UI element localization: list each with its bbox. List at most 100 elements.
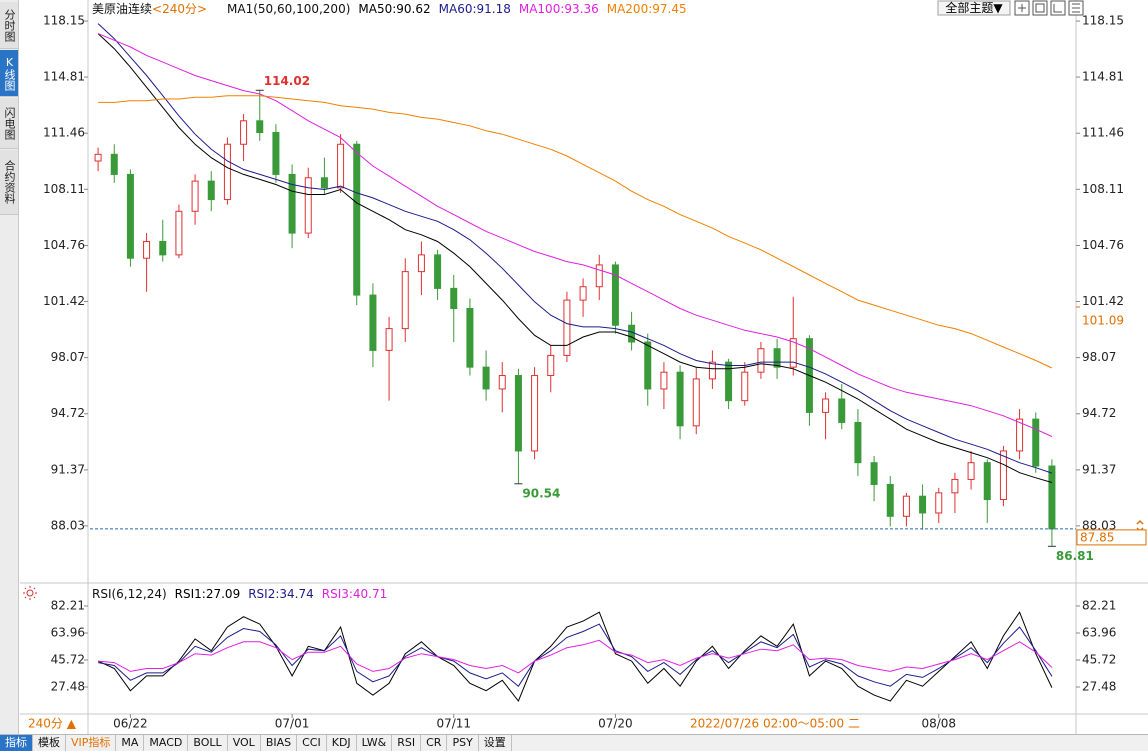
bottom-tab[interactable]: KDJ <box>327 735 357 751</box>
y-tick-label: 114.81 <box>43 70 85 84</box>
candle-body <box>191 180 199 212</box>
bottom-tab[interactable]: MACD <box>144 735 189 751</box>
candle-body <box>967 462 975 480</box>
legend-entry: MA200:97.45 <box>607 2 687 16</box>
y-tick-label: 94.72 <box>51 406 85 420</box>
candle-body <box>175 210 183 256</box>
candle-body <box>611 264 619 326</box>
series-line <box>98 639 1053 674</box>
y-tick-label: 108.11 <box>1082 182 1124 196</box>
x-tick-label: 06/22 <box>113 717 148 731</box>
legend-entry: MA50:90.62 <box>358 2 430 16</box>
candle-body <box>434 254 442 289</box>
candle-body <box>838 398 846 423</box>
y-tick-label: 82.21 <box>1082 598 1116 612</box>
candle-body <box>999 450 1007 501</box>
bottom-tab[interactable]: BOLL <box>188 735 228 751</box>
y-tick-label: 111.46 <box>1082 126 1124 140</box>
x-tick-label: 07/01 <box>275 717 310 731</box>
candle-body <box>450 287 458 309</box>
y-tick-label: 104.76 <box>43 238 85 252</box>
bottom-tab[interactable]: 指标 <box>0 735 33 751</box>
bottom-tab[interactable]: BIAS <box>261 735 298 751</box>
chart-title: RSI(6,12,24) <box>92 587 167 601</box>
sidebar-tab[interactable]: K线图 <box>0 50 18 97</box>
cursor-time: 2022/07/26 02:00～05:00 二 <box>690 717 860 731</box>
candle-body <box>143 240 151 259</box>
candle-body <box>886 483 894 517</box>
sidebar-tab[interactable]: 合约资料 <box>0 150 18 215</box>
bottom-bar: 指标 模板 VIP指标 MA MACD BOLL VOL BIAS CCI KD… <box>0 734 1148 751</box>
candle-body <box>579 286 587 301</box>
chart: 全部主题▼ 240分 ▲ 美原油连续<240分> MA1(50,60,100,20… <box>20 0 1148 734</box>
candle-body <box>692 378 700 427</box>
series-line <box>97 23 1053 474</box>
chart-title: 美原油连续 <box>92 1 152 16</box>
chart-legend: 美原油连续<240分> MA1(50,60,100,200) MA50:90.62 M… <box>92 1 687 16</box>
candle-body <box>159 240 167 256</box>
x-tick-label: 07/20 <box>598 717 633 731</box>
period-button[interactable]: 240分 ▲ <box>28 717 77 731</box>
candle-body <box>369 294 377 351</box>
candle-body <box>417 254 425 273</box>
candle-body <box>951 478 959 494</box>
legend-entry: RSI2:34.74 <box>248 587 314 601</box>
bottom-tab[interactable]: 模板 <box>33 735 66 751</box>
y-tick-label: 82.21 <box>51 598 85 612</box>
marker-label: 101.09 <box>1082 313 1124 327</box>
candle-body <box>870 462 878 485</box>
y-tick-label: 98.07 <box>51 350 85 364</box>
candle-body <box>223 143 231 201</box>
icon-glyph <box>1018 3 1080 13</box>
theme-button-label[interactable]: 全部主题▼ <box>945 0 1003 15</box>
candle-body <box>94 153 102 162</box>
bottom-tab[interactable]: RSI <box>392 735 422 751</box>
candle-body <box>708 361 716 380</box>
bottom-tab[interactable]: VIP指标 <box>66 735 117 751</box>
x-tick-label: 07/11 <box>436 717 471 731</box>
background <box>20 0 1148 734</box>
sidebar: 分时图 K线图 闪电图 合约资料 <box>0 0 19 734</box>
candle-body <box>822 398 830 413</box>
candle-body <box>272 132 280 175</box>
candle-body <box>320 177 328 189</box>
candle-body <box>919 495 927 514</box>
bottom-tab[interactable]: MA <box>116 735 145 751</box>
candle-body <box>644 341 652 390</box>
legend-entry: MA100:93.36 <box>519 2 599 16</box>
candle-body <box>256 120 264 134</box>
legend-entry: RSI1:27.09 <box>175 587 241 601</box>
sidebar-tab[interactable]: 闪电图 <box>0 98 18 149</box>
candle-body <box>935 492 943 514</box>
candle-body <box>547 354 555 377</box>
theme-button[interactable] <box>937 0 1011 16</box>
candle-body <box>741 371 749 402</box>
bottom-tab[interactable]: 设置 <box>479 735 512 751</box>
candle-body <box>628 324 636 343</box>
candle-body <box>757 348 765 373</box>
candle-body <box>983 462 991 501</box>
series-line <box>98 95 1053 369</box>
y-tick-label: 118.15 <box>1082 14 1124 28</box>
y-tick-label: 101.42 <box>1082 294 1124 308</box>
bottom-tab[interactable]: PSY <box>447 735 479 751</box>
candle-body <box>1048 465 1056 530</box>
bottom-tab[interactable]: LW& <box>357 735 393 751</box>
annotation: 86.81 <box>1056 549 1094 563</box>
y-tick-label: 108.11 <box>43 182 85 196</box>
candle-body <box>240 120 248 145</box>
candle-body <box>401 271 409 330</box>
y-tick-label: 104.76 <box>1082 238 1124 252</box>
settings-icon[interactable] <box>26 589 34 597</box>
bottom-tab[interactable]: CR <box>421 735 448 751</box>
y-tick-label: 118.15 <box>43 14 85 28</box>
y-tick-label: 91.37 <box>51 462 85 476</box>
bottom-tab[interactable]: VOL <box>228 735 261 751</box>
y-tick-label: 88.03 <box>1082 518 1116 532</box>
y-tick-label: 27.48 <box>1082 680 1116 694</box>
sidebar-tab[interactable]: 分时图 <box>0 2 18 49</box>
bottom-tab[interactable]: CCI <box>297 735 327 751</box>
chart-subtitle: <240分> <box>152 2 207 16</box>
candle-body <box>789 338 797 368</box>
